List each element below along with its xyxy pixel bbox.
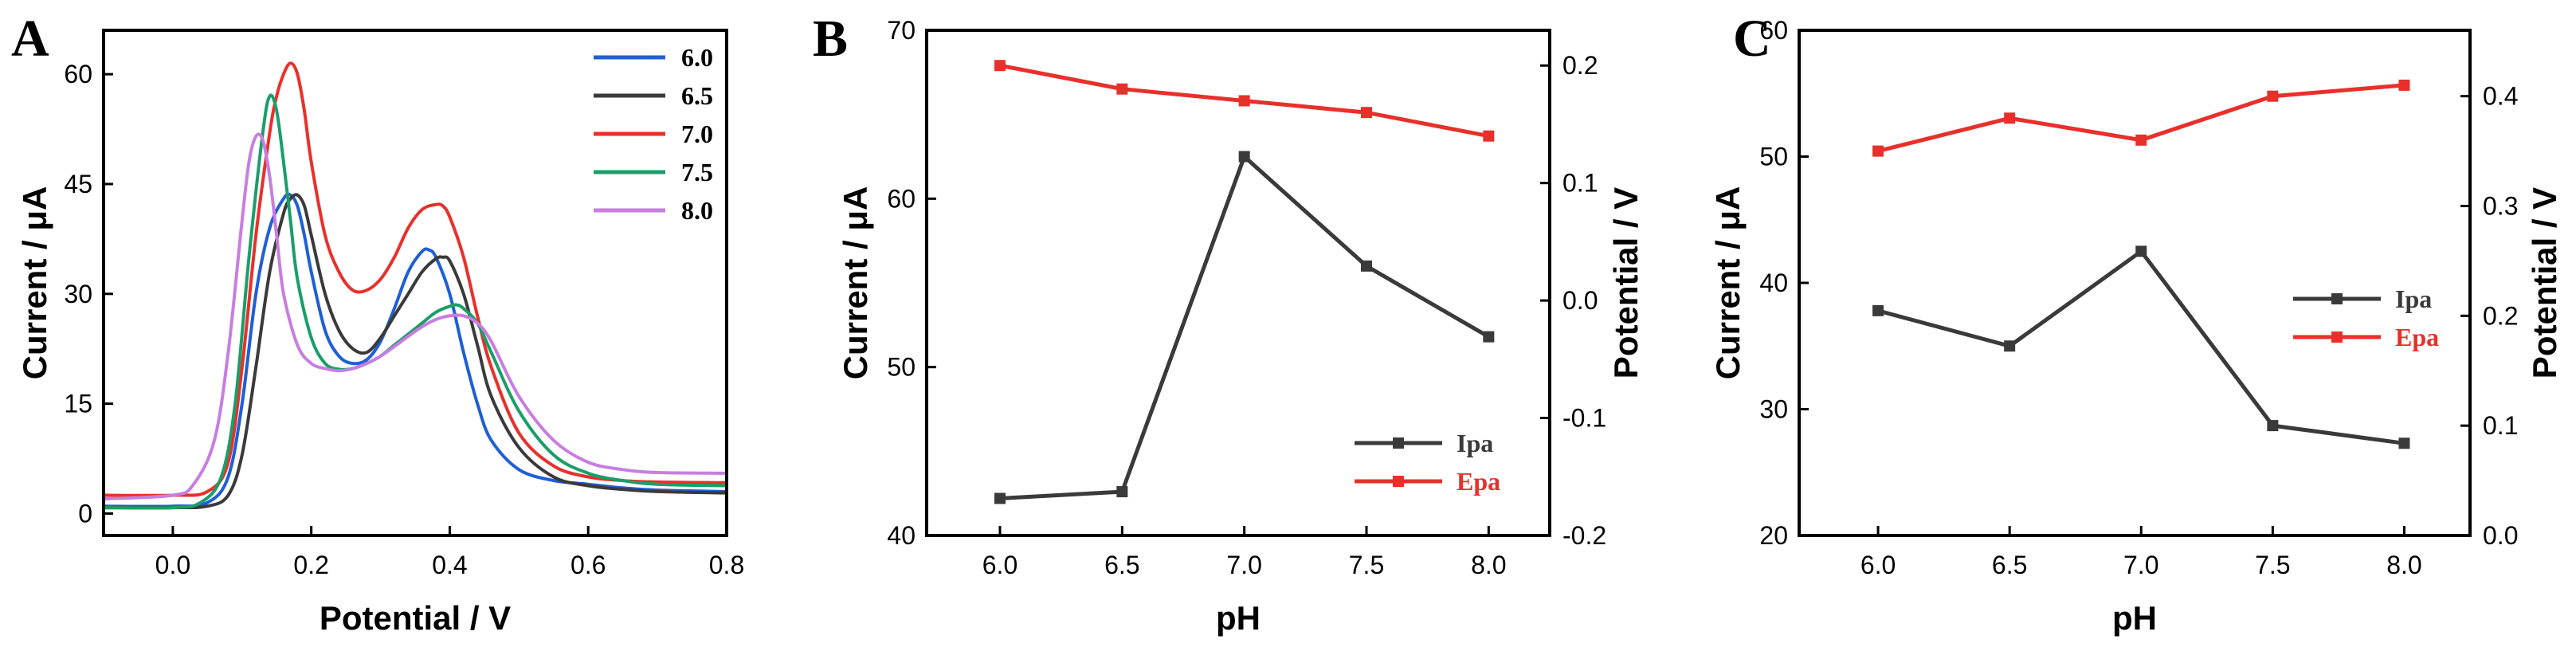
y-right-tick-label: 0.2 (2483, 301, 2518, 330)
y-right-tick-label: 0.1 (1562, 169, 1598, 198)
y-axis-title: Current / μA (837, 186, 874, 380)
x-tick-label: 6.0 (1860, 551, 1896, 579)
x-tick-label: 7.0 (2123, 551, 2158, 579)
x-axis-title: Potential / V (320, 599, 511, 637)
x-tick-label: 0.4 (432, 551, 467, 579)
plot-frame (925, 29, 1551, 537)
legend-label: Ipa (2395, 284, 2432, 313)
data-point-epa-1 (994, 60, 1006, 72)
x-axis-title: pH (2112, 599, 2157, 637)
legend-label: 6.5 (681, 81, 713, 110)
y-right-tick-label: 0.2 (1562, 51, 1598, 80)
data-point-epa-3 (1238, 95, 1250, 107)
x-tick-label: 7.5 (1349, 551, 1384, 579)
data-point-epa-4 (1361, 107, 1372, 119)
y-tick-label: 15 (64, 390, 92, 418)
y-tick-label: 30 (64, 280, 92, 308)
series-line-6-0 (105, 192, 725, 508)
series-line-6-5 (105, 193, 725, 510)
panel-letter: B (813, 10, 848, 68)
plot-frame (1798, 29, 2472, 537)
legend-marker (1393, 437, 1404, 449)
data-point-ipa-1 (994, 492, 1006, 504)
y-tick-label: 60 (64, 60, 92, 88)
data-point-ipa-4 (2267, 420, 2279, 432)
legend-label: 7.5 (681, 158, 713, 186)
y-right-tick-label: 0.4 (2483, 82, 2518, 111)
y-tick-label: 0 (78, 499, 92, 528)
y-tick-label: 50 (887, 353, 916, 382)
legend-marker (1393, 476, 1404, 487)
y-tick-label: 45 (64, 170, 92, 198)
panel-letter: A (11, 10, 49, 68)
y-right-tick-label: 0.3 (2483, 192, 2518, 221)
y-right-tick-label: -0.1 (1562, 404, 1606, 433)
series-line-8-0 (105, 132, 725, 501)
y-right-tick-label: 0.0 (2483, 521, 2518, 550)
x-tick-label: 7.5 (2255, 551, 2290, 579)
legend-label: 6.0 (681, 43, 713, 72)
x-tick-label: 0.0 (155, 551, 190, 579)
x-tick-label: 6.5 (1992, 551, 2027, 579)
y-tick-label: 40 (1759, 269, 1788, 297)
data-point-epa-5 (2398, 79, 2410, 91)
plot-frame (102, 29, 728, 537)
y-tick-label: 60 (1759, 16, 1788, 45)
x-tick-label: 8.0 (2386, 551, 2421, 579)
x-tick-label: 6.0 (982, 551, 1017, 579)
legend-label: Epa (1457, 467, 1500, 496)
y-tick-label: 30 (1759, 395, 1788, 424)
panel-a: 0.0 0.2 0.4 0.6 0.8 0 15 30 45 60 Potential / V Cur… (11, 10, 744, 637)
legend-marker (2331, 293, 2343, 304)
x-tick-label: 6.5 (1104, 551, 1139, 579)
x-tick-label: 0.6 (570, 551, 606, 579)
y-tick-label: 60 (887, 184, 916, 213)
series-line-ipa (999, 153, 1490, 500)
legend-label: 7.0 (681, 120, 713, 148)
legend-label: Ipa (1457, 429, 1493, 457)
legend-label: 8.0 (681, 196, 713, 225)
panel-b: 6.0 6.5 7.0 7.5 8.0 40 50 60 70 -0.2 -0.1 0.0 0.1 0.2… (813, 10, 1645, 637)
data-point-ipa-2 (1116, 486, 1128, 498)
y-axis-title: Current / μA (16, 186, 53, 380)
y-axis-title: Current / μA (1709, 186, 1747, 380)
panel-letter: C (1733, 10, 1771, 68)
x-axis-title: pH (1216, 599, 1261, 637)
data-point-epa-4 (2267, 90, 2279, 102)
y-tick-label: 20 (1759, 521, 1788, 550)
data-point-epa-2 (1116, 83, 1128, 95)
data-point-ipa-3 (2135, 245, 2147, 257)
y-right-tick-label: -0.2 (1562, 521, 1606, 550)
y-right-axis-title: Potential / V (2526, 187, 2563, 379)
data-point-ipa-5 (2398, 437, 2410, 449)
data-point-ipa-3 (1238, 151, 1250, 163)
y-right-tick-label: 0.1 (2483, 411, 2518, 440)
x-tick-label: 0.2 (293, 551, 328, 579)
data-point-epa-5 (1483, 130, 1495, 142)
x-tick-label: 7.0 (1226, 551, 1261, 579)
data-point-epa-2 (2004, 112, 2016, 124)
y-tick-label: 50 (1759, 143, 1788, 171)
data-point-ipa-1 (1872, 304, 1884, 316)
y-tick-label: 40 (887, 521, 916, 550)
y-right-axis-title: Potential / V (1607, 187, 1645, 379)
x-tick-label: 8.0 (1471, 551, 1506, 579)
x-tick-label: 0.8 (709, 551, 744, 579)
data-point-epa-1 (1872, 145, 1884, 157)
legend-label: Epa (2395, 323, 2439, 351)
series-line-ipa (1877, 248, 2405, 445)
series-line-7-5 (105, 93, 725, 510)
series-line-7-0 (105, 61, 725, 497)
data-point-ipa-4 (1361, 260, 1372, 272)
data-point-ipa-2 (2004, 340, 2016, 352)
y-right-tick-label: 0.0 (1562, 286, 1598, 315)
y-tick-label: 70 (887, 16, 916, 45)
data-point-epa-3 (2135, 134, 2147, 146)
legend-marker (2331, 331, 2343, 343)
data-point-ipa-5 (1483, 331, 1495, 343)
panel-c: 6.0 6.5 7.0 7.5 8.0 20 30 40 50 60 0.0 0.1 0.2 0.3 0.4… (1709, 10, 2563, 637)
